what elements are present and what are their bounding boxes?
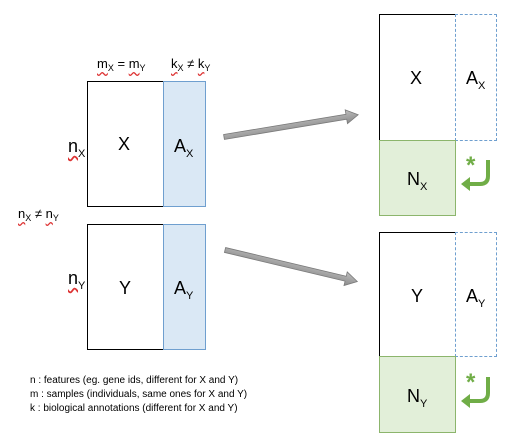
result-a-x-main: A: [466, 68, 479, 88]
n-y-sub: Y: [420, 398, 428, 410]
new-annotation-n-x: NX: [379, 140, 456, 216]
n-x-block-label: NX: [407, 169, 428, 193]
n-y-subscript-2: Y: [52, 213, 59, 223]
result-a-y-sub: Y: [478, 298, 486, 310]
n-x-label: nX: [68, 136, 86, 160]
legend-line-k: k : biological annotations (different fo…: [30, 403, 238, 414]
curved-arrow-x-icon: [461, 160, 490, 191]
n-x-symbol: n: [68, 136, 79, 156]
n-y-label: nY: [68, 268, 86, 292]
a-y-sub: Y: [186, 290, 194, 302]
result-annotation-a-y: AY: [455, 232, 497, 357]
m-x-subscript: X: [107, 63, 114, 73]
n-x-subscript-2: X: [25, 213, 32, 223]
n-y-subscript: Y: [78, 280, 86, 292]
result-a-x-label: AX: [466, 68, 486, 92]
result-matrix-x: X: [379, 14, 456, 141]
a-y-main: A: [174, 278, 187, 298]
m-y-subscript: Y: [139, 63, 146, 73]
result-a-y-main: A: [466, 286, 479, 306]
not-equal-sign: ≠: [183, 56, 198, 71]
m-y-symbol: m: [128, 56, 140, 71]
n-x-sub: X: [420, 181, 428, 193]
annotation-a-x: AX: [163, 81, 206, 207]
k-x-subscript: X: [177, 63, 184, 73]
result-matrix-y: Y: [379, 232, 456, 357]
curved-arrow-y-icon: [461, 377, 490, 408]
legend-line-n: n : features (eg. gene ids, different fo…: [30, 375, 239, 386]
a-x-main: A: [174, 136, 187, 156]
n-inequality-label: nX ≠ nY: [18, 206, 59, 223]
result-matrix-x-label: X: [410, 68, 423, 88]
k-y-subscript: Y: [204, 63, 211, 73]
arrow-right-bottom: [223, 247, 359, 287]
result-annotation-a-x: AX: [455, 14, 497, 141]
matrix-x-label: X: [118, 134, 131, 154]
n-x-symbol-2: n: [18, 206, 26, 221]
m-equality-label: mX = mY: [97, 56, 146, 73]
n-x-subscript: X: [78, 148, 86, 160]
arrow-right-top: [223, 109, 359, 140]
k-y-symbol: k: [197, 56, 205, 71]
annotation-a-y: AY: [163, 224, 206, 350]
star-x: *: [466, 152, 476, 179]
new-annotation-n-y: NY: [379, 356, 456, 433]
annotation-a-x-label: AX: [174, 136, 194, 160]
n-x-main: N: [407, 169, 420, 189]
matrix-x: X: [87, 81, 164, 207]
n-y-symbol-2: n: [45, 206, 53, 221]
n-y-main: N: [407, 386, 420, 406]
k-x-symbol: k: [171, 56, 178, 71]
a-x-sub: X: [186, 148, 194, 160]
n-y-symbol: n: [68, 268, 79, 288]
matrix-y: Y: [87, 224, 164, 350]
star-y: *: [466, 369, 476, 396]
m-x-symbol: m: [97, 56, 108, 71]
result-a-x-sub: X: [478, 80, 486, 92]
legend-line-m: m : samples (individuals, same ones for …: [30, 389, 248, 400]
result-a-y-label: AY: [466, 286, 486, 310]
matrix-y-label: Y: [119, 278, 132, 298]
result-matrix-y-label: Y: [411, 286, 424, 306]
n-y-block-label: NY: [407, 386, 428, 410]
annotation-a-y-label: AY: [174, 278, 194, 302]
not-equal-sign-2: ≠: [31, 206, 46, 221]
equals-sign: =: [113, 56, 129, 71]
k-inequality-label: kX ≠ kY: [171, 56, 211, 73]
